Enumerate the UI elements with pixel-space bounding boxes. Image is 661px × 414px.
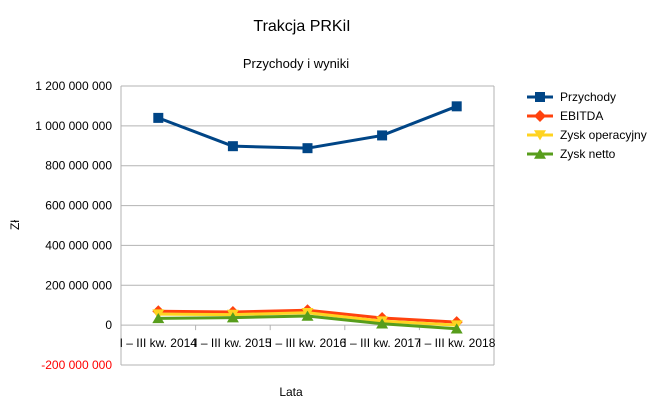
- legend-marker-zysk-netto: [534, 148, 546, 159]
- x-tick-label: I – III kw. 2018: [418, 336, 496, 350]
- x-tick-label: I – III kw. 2016: [269, 336, 347, 350]
- series-line-przychody: [157, 104, 458, 150]
- y-tick-label: 1 000 000 000: [35, 119, 112, 133]
- data-point-przychody: [377, 130, 388, 141]
- y-tick-label: 800 000 000: [45, 159, 112, 173]
- data-point-zysk-netto: [376, 318, 389, 329]
- y-tick-label: 200 000 000: [45, 278, 112, 292]
- y-tick-label: 0: [105, 318, 112, 332]
- data-point-przychody: [153, 112, 164, 123]
- legend-label-ebitda: EBITDA: [560, 109, 603, 123]
- y-tick-label: 600 000 000: [45, 199, 112, 213]
- y-axis-label: Zł: [8, 220, 22, 230]
- x-axis-label: Lata: [279, 385, 303, 399]
- data-point-przychody: [451, 101, 462, 112]
- chart-title: Trakcja PRKiI: [253, 18, 350, 35]
- data-point-zysk-netto: [152, 312, 165, 324]
- legend-label-zysk-operacyjny: Zysk operacyjny: [560, 128, 647, 142]
- legend-marker-przychody: [535, 92, 545, 102]
- data-point-zysk-netto: [450, 323, 463, 334]
- legend: Przychody EBITDA Zysk operacyjny Zysk netto: [527, 90, 647, 161]
- data-point-zysk-netto: [226, 312, 239, 323]
- y-tick-label: 1 200 000 000: [35, 79, 112, 93]
- x-tick-label: I – III kw. 2014: [120, 336, 198, 350]
- legend-marker-ebitda: [534, 110, 546, 122]
- y-tick-label: 400 000 000: [45, 238, 112, 252]
- data-point-przychody: [227, 141, 238, 152]
- data-point-zysk-netto: [301, 310, 314, 321]
- chart-subtitle: Przychody i wyniki: [243, 56, 349, 71]
- data-point-przychody: [302, 143, 313, 154]
- y-tick-label: -200 000 000: [41, 358, 112, 372]
- x-tick-label: I – III kw. 2017: [343, 336, 421, 350]
- legend-label-przychody: Przychody: [560, 90, 616, 104]
- legend-marker-zysk-operacyjny: [534, 130, 546, 141]
- plot-area: -200 000 000 0 200 000 000 400 000 000 600 0…: [35, 79, 495, 372]
- x-tick-label: I – III kw. 2015: [194, 336, 272, 350]
- legend-label-zysk-netto: Zysk netto: [560, 147, 616, 161]
